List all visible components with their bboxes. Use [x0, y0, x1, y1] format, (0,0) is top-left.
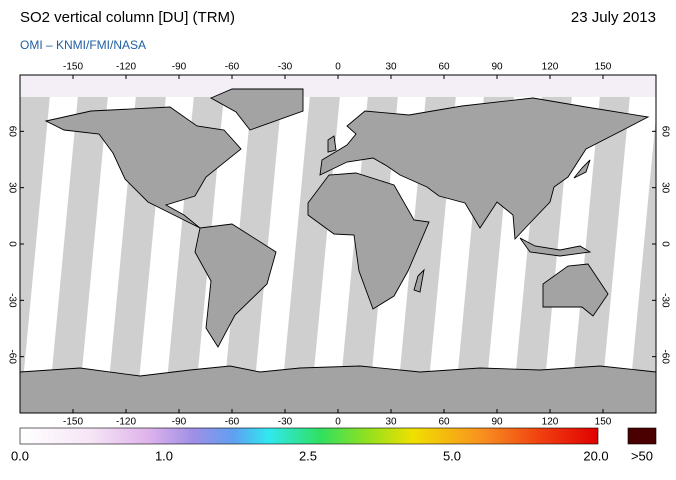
lon-label-top: 150	[595, 62, 612, 73]
lon-label-bottom: -90	[172, 417, 187, 428]
lon-label-bottom: 90	[491, 417, 503, 428]
north-america	[44, 106, 242, 229]
polar-strip	[20, 75, 656, 97]
lon-label-bottom: 60	[438, 417, 450, 428]
lon-label-bottom: 0	[335, 417, 341, 428]
swath	[658, 95, 676, 413]
lat-label-right: -60	[659, 349, 670, 364]
lon-label-top: -90	[172, 62, 187, 73]
lat-label-left: 30	[6, 182, 17, 194]
lat-label-left: -60	[6, 349, 17, 364]
lat-label-right: 30	[659, 182, 670, 194]
eurasia	[319, 97, 650, 241]
swath	[252, 95, 310, 413]
lat-label-right: 60	[659, 126, 670, 138]
subtitle: OMI – KNMI/FMI/NASA	[20, 38, 146, 52]
africa	[307, 172, 430, 310]
japan	[573, 159, 591, 179]
swath	[600, 95, 656, 413]
lon-label-bottom: 120	[542, 417, 559, 428]
lon-label-top: -30	[278, 62, 293, 73]
south-america	[194, 223, 277, 348]
lat-label-left: -30	[6, 293, 17, 308]
lat-label-right: -30	[659, 293, 670, 308]
great-britain	[327, 135, 337, 153]
colorbar-label: 0.0	[11, 448, 29, 463]
colorbar-label: 1.0	[155, 448, 173, 463]
lon-label-top: 120	[542, 62, 559, 73]
colorbar-label: 5.0	[443, 448, 461, 463]
lon-label-bottom: -30	[278, 417, 293, 428]
madagascar	[413, 268, 425, 293]
swath	[0, 95, 20, 413]
lon-label-bottom: -60	[225, 417, 240, 428]
lon-label-top: -60	[225, 62, 240, 73]
antarctica	[20, 365, 656, 413]
date: 23 July 2013	[571, 9, 656, 26]
colorbar-overflow	[627, 427, 657, 445]
greenland	[209, 88, 304, 131]
indonesia	[519, 237, 592, 257]
lon-label-bottom: -120	[116, 417, 136, 428]
colorbar-label: 2.5	[299, 448, 317, 463]
lon-label-top: -120	[116, 62, 136, 73]
swath	[20, 95, 78, 413]
lon-label-top: 0	[335, 62, 341, 73]
colorbar-overflow-label: >50	[631, 448, 653, 463]
lon-label-bottom: 150	[595, 417, 612, 428]
lon-label-top: 90	[491, 62, 503, 73]
lon-label-bottom: 30	[385, 417, 397, 428]
colorbar-label: 20.0	[583, 448, 608, 463]
colorbar	[19, 427, 599, 445]
lon-label-top: -150	[63, 62, 83, 73]
lon-label-bottom: -150	[63, 417, 83, 428]
lat-label-right: 0	[659, 241, 670, 247]
australia	[542, 263, 609, 317]
map-area	[0, 75, 676, 413]
title: SO2 vertical column [DU] (TRM)	[20, 9, 235, 26]
lon-label-top: 60	[438, 62, 450, 73]
lat-label-left: 60	[6, 126, 17, 138]
swath	[78, 95, 136, 413]
lon-label-top: 30	[385, 62, 397, 73]
lat-label-left: 0	[6, 241, 17, 247]
